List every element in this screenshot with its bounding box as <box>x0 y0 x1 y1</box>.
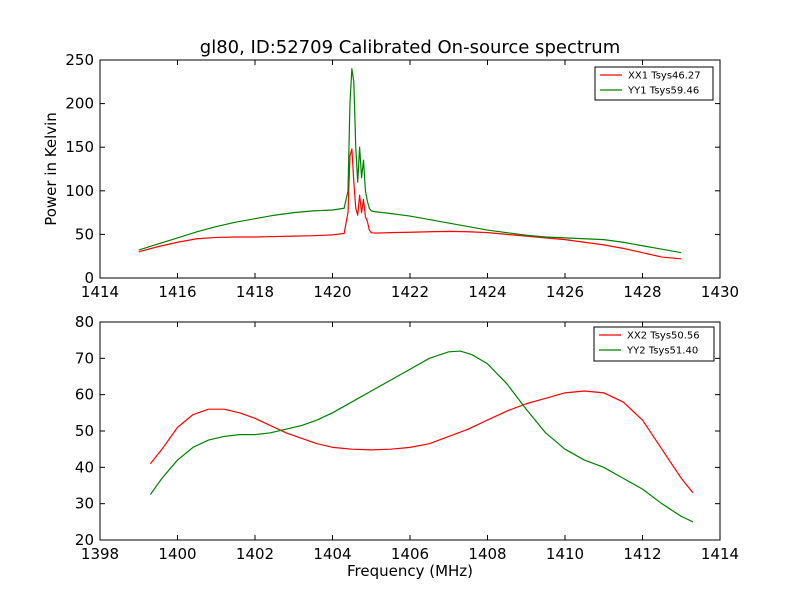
y-tick-label: 0 <box>84 269 94 287</box>
x-tick-label: 1402 <box>236 545 274 563</box>
x-tick-label: 1422 <box>391 283 429 301</box>
y-tick-label: 100 <box>65 182 94 200</box>
legend-label: XX2 Tsys50.56 <box>627 331 700 342</box>
x-tick-label: 1400 <box>158 545 196 563</box>
legend-box <box>594 66 714 101</box>
x-tick-label: 1430 <box>701 283 739 301</box>
y-tick-label: 250 <box>65 51 94 69</box>
y-tick-label: 80 <box>75 313 94 331</box>
chart-title: gl80, ID:52709 Calibrated On-source spec… <box>200 37 620 58</box>
x-tick-label: 1398 <box>81 545 119 563</box>
series-line-xx1 <box>138 148 682 260</box>
x-tick-label: 1416 <box>158 283 196 301</box>
x-tick-label: 1408 <box>468 545 506 563</box>
x-tick-label: 1414 <box>81 283 119 301</box>
y-tick-label: 30 <box>75 495 94 513</box>
legend-label: XX1 Tsys46.27 <box>628 71 701 82</box>
x-tick-label: 1406 <box>391 545 429 563</box>
x-tick-label: 1412 <box>623 545 661 563</box>
x-tick-label: 1414 <box>701 545 739 563</box>
y-tick-label: 70 <box>75 349 94 367</box>
x-tick-label: 1424 <box>468 283 506 301</box>
top-panel: 1414 1416 1418 1420 1422 1424 1426 1428 1430 0 50 1… <box>65 51 739 301</box>
legend-label: YY1 Tsys59.46 <box>627 86 699 97</box>
y-tick-label: 40 <box>75 458 94 476</box>
y-tick-label: 150 <box>65 138 94 156</box>
series-line-yy1 <box>138 68 682 254</box>
bottom-panel: 1398 1400 1402 1404 1406 1408 1410 1412 1414 20 30… <box>75 313 739 563</box>
y-tick-label: 50 <box>75 225 94 243</box>
series-line-yy2 <box>149 350 694 523</box>
x-tick-label: 1418 <box>236 283 274 301</box>
y-tick-label: 20 <box>75 531 94 549</box>
x-tick-label: 1428 <box>623 283 661 301</box>
y-tick-label: 50 <box>75 422 94 440</box>
top-y-axis-label: Power in Kelvin <box>42 112 60 226</box>
x-tick-label: 1426 <box>546 283 584 301</box>
legend-box <box>593 326 715 362</box>
x-tick-label: 1420 <box>313 283 351 301</box>
legend-label: YY2 Tsys51.40 <box>626 346 698 357</box>
bottom-x-axis-label: Frequency (MHz) <box>347 562 473 580</box>
series-line-xx2 <box>149 390 694 494</box>
y-tick-label: 60 <box>75 386 94 404</box>
x-tick-label: 1410 <box>546 545 584 563</box>
y-tick-label: 200 <box>65 95 94 113</box>
x-tick-label: 1404 <box>313 545 351 563</box>
